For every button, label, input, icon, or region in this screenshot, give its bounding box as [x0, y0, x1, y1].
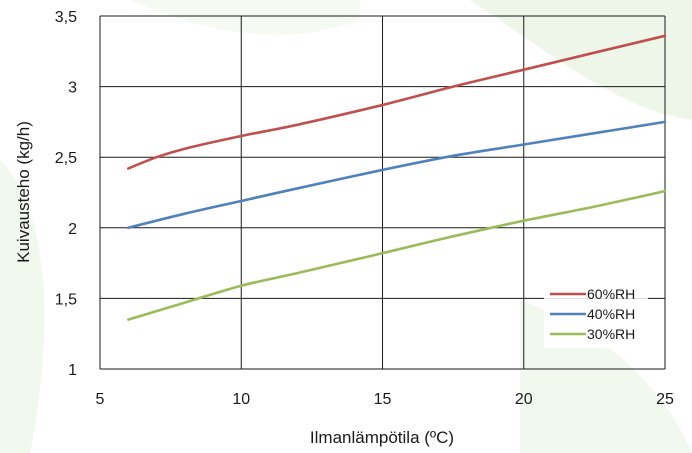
y-tick-label: 2 [68, 221, 77, 238]
y-tick-label: 1,5 [55, 291, 77, 308]
y-tick-label: 1 [68, 362, 77, 379]
x-tick-label: 10 [232, 391, 250, 408]
y-tick-label: 2,5 [55, 150, 77, 167]
x-tick-label: 20 [515, 391, 533, 408]
legend-label: 40%RH [587, 306, 635, 322]
series-line-30-rh [127, 189, 667, 321]
y-tick-label: 3 [68, 80, 77, 97]
x-axis-label: Ilmanlämpötila (ºC) [310, 428, 454, 447]
y-axis-label: Kuivausteho (kg/h) [14, 121, 33, 263]
x-tick-label: 15 [374, 391, 392, 408]
legend: 60%RH 40%RH 30%RH [544, 280, 648, 348]
y-tick-label: 3,5 [55, 9, 77, 26]
series-line-60-rh [127, 34, 667, 170]
legend-label: 60%RH [587, 286, 635, 302]
series-group [127, 34, 667, 321]
legend-label: 30%RH [587, 326, 635, 342]
x-tick-label: 5 [96, 391, 105, 408]
tick-labels: 1 1,5 2 2,5 3 3,5 5 10 15 20 25 [55, 9, 674, 408]
series-line-40-rh [127, 120, 667, 230]
x-tick-label: 25 [656, 391, 674, 408]
